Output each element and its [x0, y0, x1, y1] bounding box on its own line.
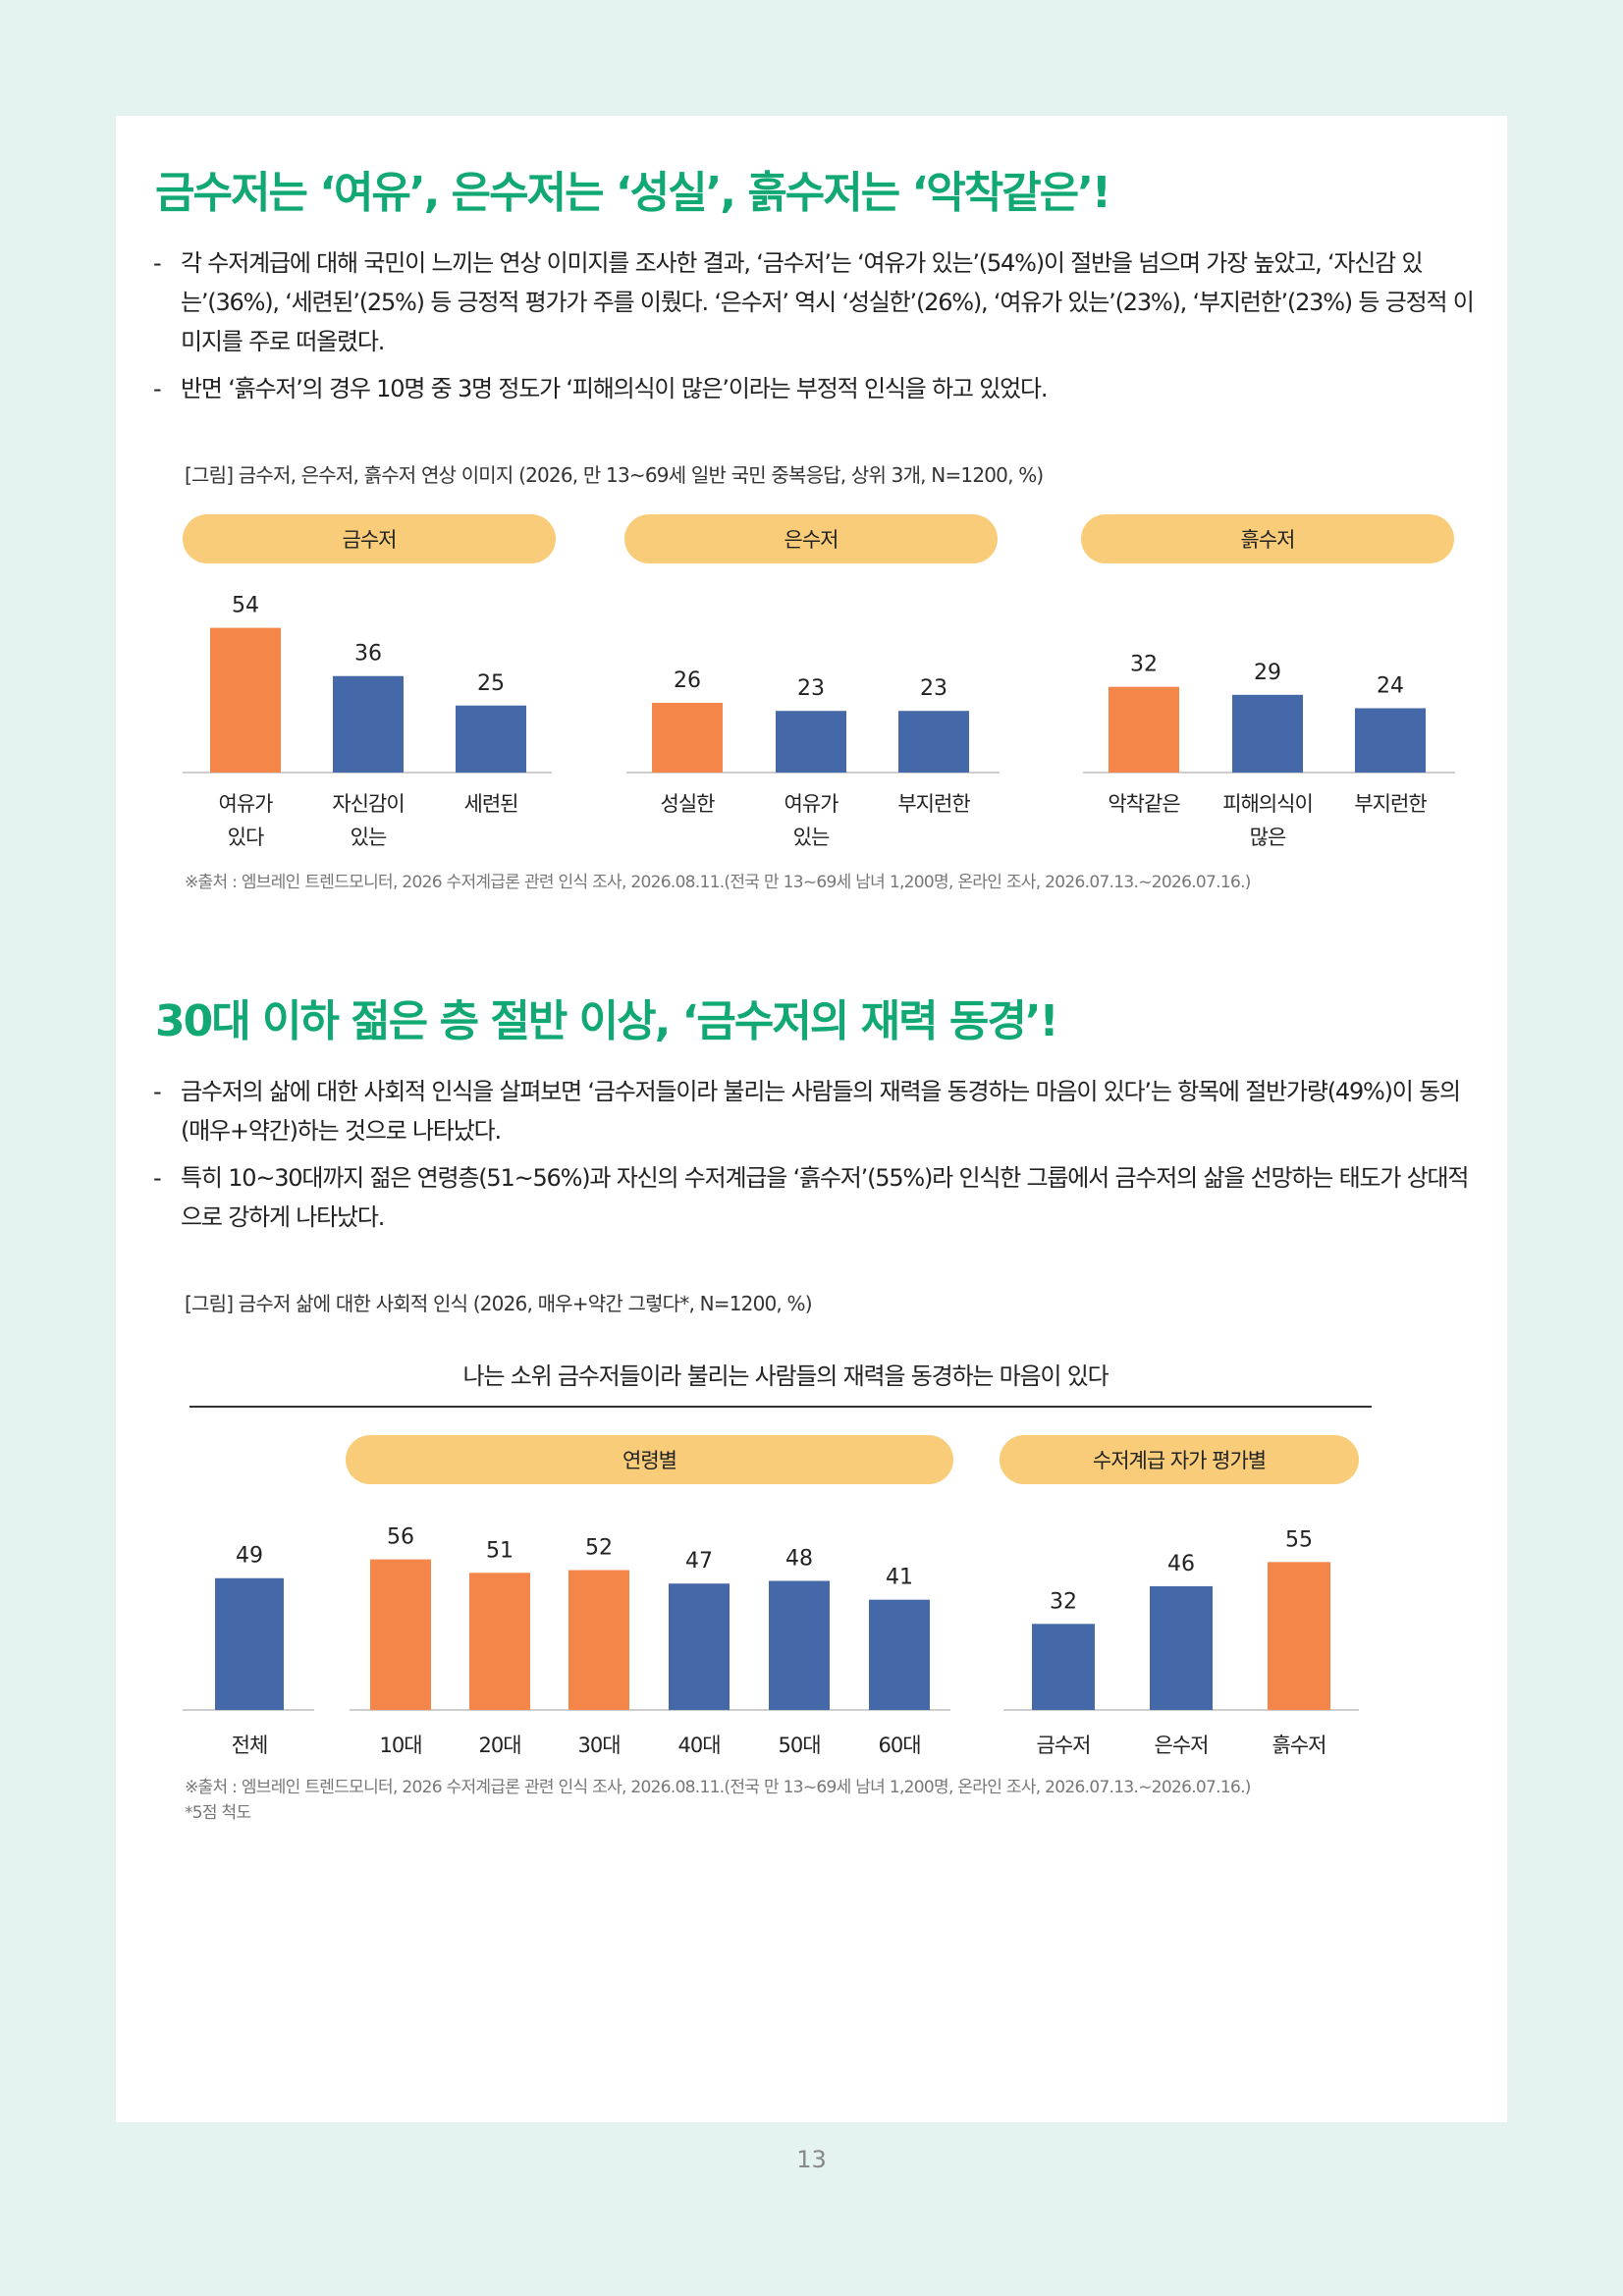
chart-bar: [1355, 708, 1426, 773]
chart-category-label: 금수저: [1037, 1734, 1091, 1757]
section2-bullets: 금수저의 삶에 대한 사회적 인식을 살펴보면 ‘금수저들이라 불리는 사람들의…: [153, 1072, 1481, 1245]
chart-value-label: 23: [797, 676, 825, 701]
chart-category-label: 40대: [677, 1734, 720, 1757]
figure1-caption: [그림] 금수저, 은수저, 흙수저 연상 이미지 (2026, 만 13~69…: [185, 463, 1044, 487]
chart-bar: [333, 675, 404, 773]
chart-category-label: 여유가: [784, 792, 839, 816]
chart-group-pill: [1081, 514, 1454, 563]
chart-category-label: 여유가: [219, 792, 274, 816]
section1-bullet: 반면 ‘흙수저’의 경우 10명 중 3명 정도가 ‘피해의식이 많은’이라는 …: [153, 369, 1481, 408]
section2-bullet: 금수저의 삶에 대한 사회적 인식을 살펴보면 ‘금수저들이라 불리는 사람들의…: [153, 1072, 1481, 1150]
chart-bar: [456, 705, 526, 773]
figure2-title: 나는 소위 금수저들이라 불리는 사람들의 재력을 동경하는 마음이 있다: [462, 1362, 1109, 1390]
chart-value-label: 24: [1377, 673, 1404, 698]
chart-value-label: 32: [1050, 1589, 1077, 1614]
chart-group-pill: [1000, 1435, 1359, 1484]
chart-category-label: 자신감이: [332, 792, 404, 816]
chart-bar: [1032, 1624, 1095, 1710]
chart-bar: [769, 1580, 830, 1710]
chart-category-label: 흙수저: [1272, 1734, 1326, 1757]
chart-bar: [898, 711, 969, 773]
chart-value-label: 52: [585, 1536, 613, 1561]
chart-category-label: 세련된: [464, 792, 518, 816]
chart-group-label: 연령별: [622, 1449, 676, 1472]
section1-bullets: 각 수저계급에 대해 국민이 느끼는 연상 이미지를 조사한 결과, ‘금수저’…: [153, 243, 1481, 416]
chart-category-label: 60대: [878, 1734, 920, 1757]
chart-bar: [210, 627, 281, 773]
chart-value-label: 49: [236, 1544, 263, 1569]
chart-category-label: 20대: [478, 1734, 520, 1757]
page-number: 13: [796, 2146, 827, 2173]
chart-category-label: 많은: [1250, 826, 1286, 849]
chart-category-label: 은수저: [1155, 1734, 1209, 1757]
chart-bar: [1232, 694, 1303, 773]
chart-bar: [1268, 1562, 1330, 1710]
chart-category-label: 있다: [228, 826, 264, 849]
chart-group-label: 수저계급 자가 평가별: [1093, 1449, 1266, 1472]
chart-category-label: 악착같은: [1108, 792, 1180, 816]
chart-category-label: 있는: [793, 826, 830, 849]
chart-value-label: 23: [920, 676, 947, 701]
chart-value-label: 41: [886, 1566, 913, 1590]
chart-category-label: 있는: [351, 826, 387, 849]
section2-heading: 30대 이하 젊은 층 절반 이상, ‘금수저의 재력 동경’!: [155, 996, 1059, 1046]
chart-value-label: 47: [685, 1549, 713, 1574]
chart-category-label: 50대: [778, 1734, 820, 1757]
chart-value-label: 54: [232, 594, 259, 618]
chart-group-pill: [624, 514, 998, 563]
chart-value-label: 55: [1285, 1527, 1313, 1552]
figure2-chart: 49 전체 연령별 56 10대 51 20대 52 30대 47 40대 48 50대 41 60대 수저계…: [183, 1435, 1359, 1757]
chart-bar: [1109, 686, 1179, 773]
chart-category-label: 10대: [379, 1734, 421, 1757]
chart-value-label: 26: [674, 668, 701, 693]
chart-bar: [370, 1559, 431, 1710]
figure2-footnote: *5점 척도: [185, 1803, 251, 1823]
chart-bar: [469, 1573, 530, 1710]
chart-value-label: 56: [387, 1525, 414, 1550]
section1-heading: 금수저는 ‘여유’, 은수저는 ‘성실’, 흙수저는 ‘악착같은’!: [155, 168, 1111, 218]
chart-group-pill: [346, 1435, 953, 1484]
figure1-source: ※출처 : 엠브레인 트렌드모니터, 2026 수저계급론 관련 인식 조사, …: [185, 873, 1251, 892]
figure2-divider: [189, 1406, 1372, 1408]
chart-bar: [669, 1583, 730, 1710]
chart-bar: [1150, 1585, 1213, 1710]
chart-value-label: 51: [486, 1538, 514, 1563]
chart-bar: [568, 1570, 629, 1710]
chart-bar: [652, 703, 723, 773]
chart-category-label: 부지런한: [897, 792, 970, 816]
chart-group-label: 금수저: [343, 528, 397, 552]
chart-group-label: 은수저: [784, 528, 839, 552]
chart-value-label: 32: [1130, 653, 1158, 677]
chart-bar: [869, 1599, 930, 1710]
chart-category-label: 전체: [232, 1734, 268, 1757]
chart-group-pill: [183, 514, 556, 563]
chart-value-label: 46: [1167, 1552, 1195, 1576]
chart-bar: [215, 1577, 284, 1710]
chart-category-label: 피해의식이: [1222, 792, 1313, 816]
chart-value-label: 25: [477, 671, 505, 696]
chart-value-label: 48: [785, 1546, 813, 1571]
chart-value-label: 36: [354, 642, 382, 667]
chart-group-label: 흙수저: [1241, 528, 1295, 552]
chart-bar: [776, 711, 846, 773]
figure2-source: ※출처 : 엠브레인 트렌드모니터, 2026 수저계급론 관련 인식 조사, …: [185, 1778, 1251, 1797]
chart-category-label: 30대: [577, 1734, 620, 1757]
section1-bullet: 각 수저계급에 대해 국민이 느끼는 연상 이미지를 조사한 결과, ‘금수저’…: [153, 243, 1481, 361]
chart-value-label: 29: [1254, 661, 1281, 685]
chart-category-label: 성실한: [661, 792, 716, 816]
figure2-caption: [그림] 금수저 삶에 대한 사회적 인식 (2026, 매우+약간 그렇다*,…: [185, 1292, 813, 1315]
chart-category-label: 부지런한: [1354, 792, 1427, 816]
section2-bullet: 특히 10~30대까지 젊은 연령층(51~56%)과 자신의 수저계급을 ‘흙…: [153, 1158, 1481, 1237]
